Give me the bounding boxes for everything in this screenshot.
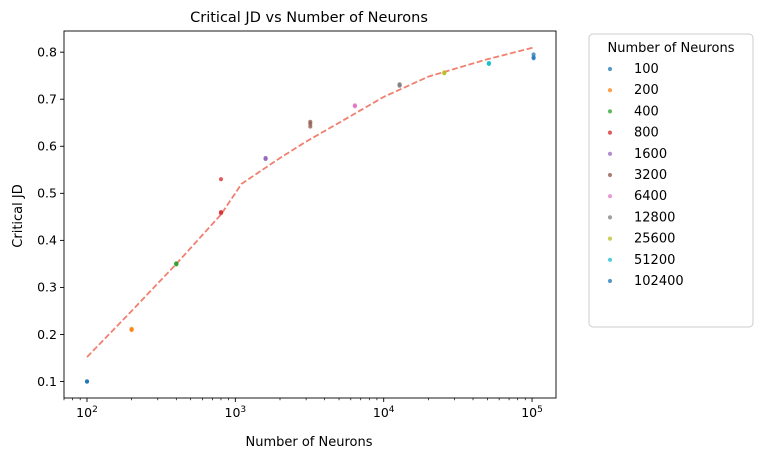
legend-marker — [607, 194, 613, 199]
legend-label: 800 — [634, 126, 659, 141]
legend-title: Number of Neurons — [607, 41, 734, 56]
y-tick-label: 0.4 — [37, 233, 57, 248]
legend-marker — [607, 109, 613, 114]
series-100 — [84, 379, 90, 384]
data-point — [174, 261, 179, 266]
y-tick-label: 0.1 — [37, 374, 57, 389]
y-tick-label: 0.8 — [37, 44, 57, 59]
y-tick-label: 0.5 — [37, 186, 57, 201]
series-3200 — [308, 119, 313, 129]
legend-marker — [607, 66, 613, 72]
legend-marker — [607, 236, 613, 241]
legend-label: 100 — [634, 62, 659, 77]
legend-label: 200 — [634, 83, 659, 98]
legend-label: 6400 — [634, 189, 667, 204]
x-tick-exponent: 2 — [92, 405, 98, 415]
legend-marker — [607, 172, 613, 178]
x-tick-label: 102 — [76, 405, 98, 420]
data-point — [263, 155, 268, 161]
legend-frame — [588, 33, 754, 328]
series-51200 — [486, 60, 491, 66]
y-tick-label: 0.6 — [37, 139, 57, 154]
y-axis-label: Critical JD — [11, 184, 26, 247]
x-tick-exponent: 5 — [537, 405, 543, 415]
legend-label: 1600 — [634, 147, 667, 162]
legend-label: 400 — [634, 104, 659, 119]
legend-marker — [607, 130, 613, 135]
series-102400 — [531, 52, 536, 61]
data-point — [218, 177, 224, 182]
series-1600 — [263, 155, 268, 162]
series-12800 — [397, 82, 402, 88]
data-point — [486, 61, 491, 66]
x-tick-base: 10 — [225, 405, 241, 420]
data-point — [531, 56, 536, 61]
x-tick-label: 105 — [521, 405, 543, 420]
legend-label: 12800 — [634, 210, 675, 225]
x-axis-label: Number of Neurons — [245, 435, 372, 450]
y-tick-label: 0.2 — [37, 327, 57, 342]
legend-label: 25600 — [634, 232, 675, 247]
series-6400 — [352, 103, 357, 109]
y-tick-label: 0.7 — [37, 92, 57, 107]
x-tick-base: 10 — [373, 405, 389, 420]
legend-label: 51200 — [634, 253, 675, 268]
data-point — [442, 71, 447, 76]
legend-marker — [607, 278, 613, 284]
legend-marker — [607, 257, 613, 262]
fit-line — [86, 46, 534, 358]
data-point — [397, 83, 402, 88]
series-400 — [174, 261, 179, 267]
legend: Number of Neurons 100 200 400 800 1600 3200 64… — [588, 33, 754, 328]
data-point — [84, 379, 90, 384]
x-tick-exponent: 4 — [389, 405, 395, 415]
legend-label: 102400 — [634, 274, 684, 289]
series-25600 — [442, 70, 447, 76]
axes-frame — [63, 30, 557, 399]
legend-marker — [607, 215, 613, 220]
legend-marker — [607, 151, 613, 156]
legend-marker — [607, 88, 613, 93]
data-point — [308, 121, 313, 126]
series-200 — [129, 326, 134, 332]
legend-label: 3200 — [634, 168, 667, 183]
data-point — [218, 211, 224, 216]
x-tick-exponent: 3 — [240, 405, 246, 415]
x-tick-label: 104 — [373, 405, 395, 420]
series-800 — [218, 177, 224, 216]
data-point — [129, 327, 134, 332]
x-tick-base: 10 — [521, 405, 537, 420]
data-point — [352, 104, 357, 109]
x-tick-label: 103 — [225, 405, 247, 420]
y-tick-label: 0.3 — [37, 280, 57, 295]
x-tick-base: 10 — [76, 405, 92, 420]
chart-title: Critical JD vs Number of Neurons — [190, 10, 428, 26]
